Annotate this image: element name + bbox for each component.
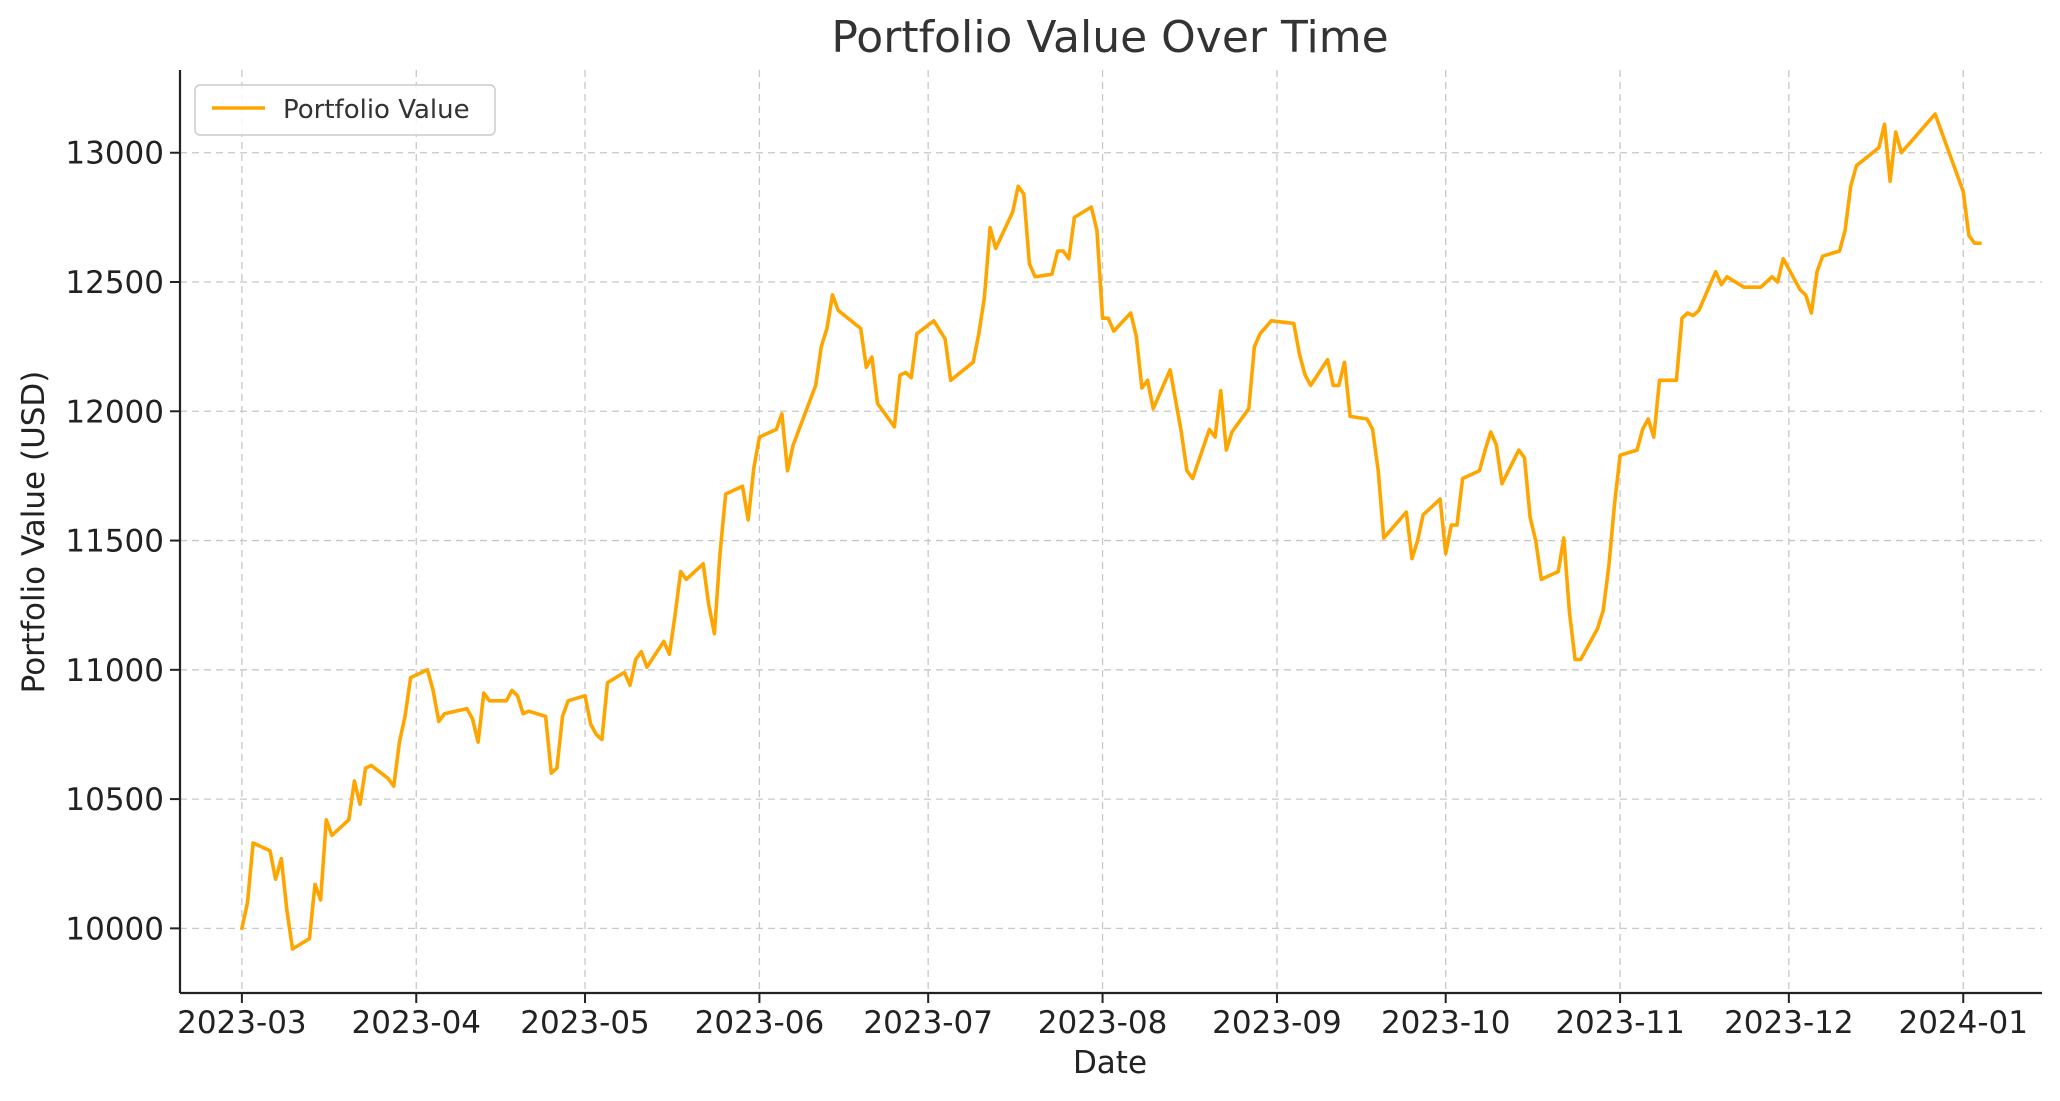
y-tick-label: 10500 (65, 782, 164, 818)
x-tick-label: 2023-04 (352, 1005, 482, 1041)
x-tick-label: 2023-07 (863, 1005, 993, 1041)
x-tick-label: 2024-01 (1898, 1005, 2028, 1041)
legend-label: Portfolio Value (283, 95, 470, 125)
x-tick-label: 2023-10 (1381, 1005, 1511, 1041)
y-axis-label: Portfolio Value (USD) (16, 371, 52, 694)
portfolio-value-line (240, 112, 1982, 951)
x-tick-label: 2023-09 (1212, 1005, 1342, 1041)
y-tick-label: 12000 (65, 394, 164, 430)
x-tick-label: 2023-08 (1038, 1005, 1168, 1041)
axes (170, 70, 2042, 1003)
chart-title: Portfolio Value Over Time (831, 12, 1388, 63)
grid-lines (180, 70, 2042, 993)
x-tick-label: 2023-03 (177, 1005, 307, 1041)
tick-labels: 2023-03 2023-04 2023-05 2023-06 2023-07 2023-… (65, 136, 2028, 1041)
series-layer (240, 112, 1982, 951)
y-tick-label: 11000 (65, 653, 164, 689)
x-tick-label: 2023-05 (520, 1005, 650, 1041)
legend: Portfolio Value (194, 84, 496, 136)
x-tick-label: 2023-06 (695, 1005, 825, 1041)
y-tick-label: 10000 (65, 911, 164, 947)
y-tick-label: 11500 (65, 524, 164, 560)
x-tick-label: 2023-11 (1555, 1005, 1685, 1041)
y-tick-label: 12500 (65, 265, 164, 301)
y-tick-label: 13000 (65, 136, 164, 172)
x-tick-label: 2023-12 (1724, 1005, 1854, 1041)
legend-box (194, 84, 496, 136)
x-axis-label: Date (1073, 1045, 1147, 1081)
